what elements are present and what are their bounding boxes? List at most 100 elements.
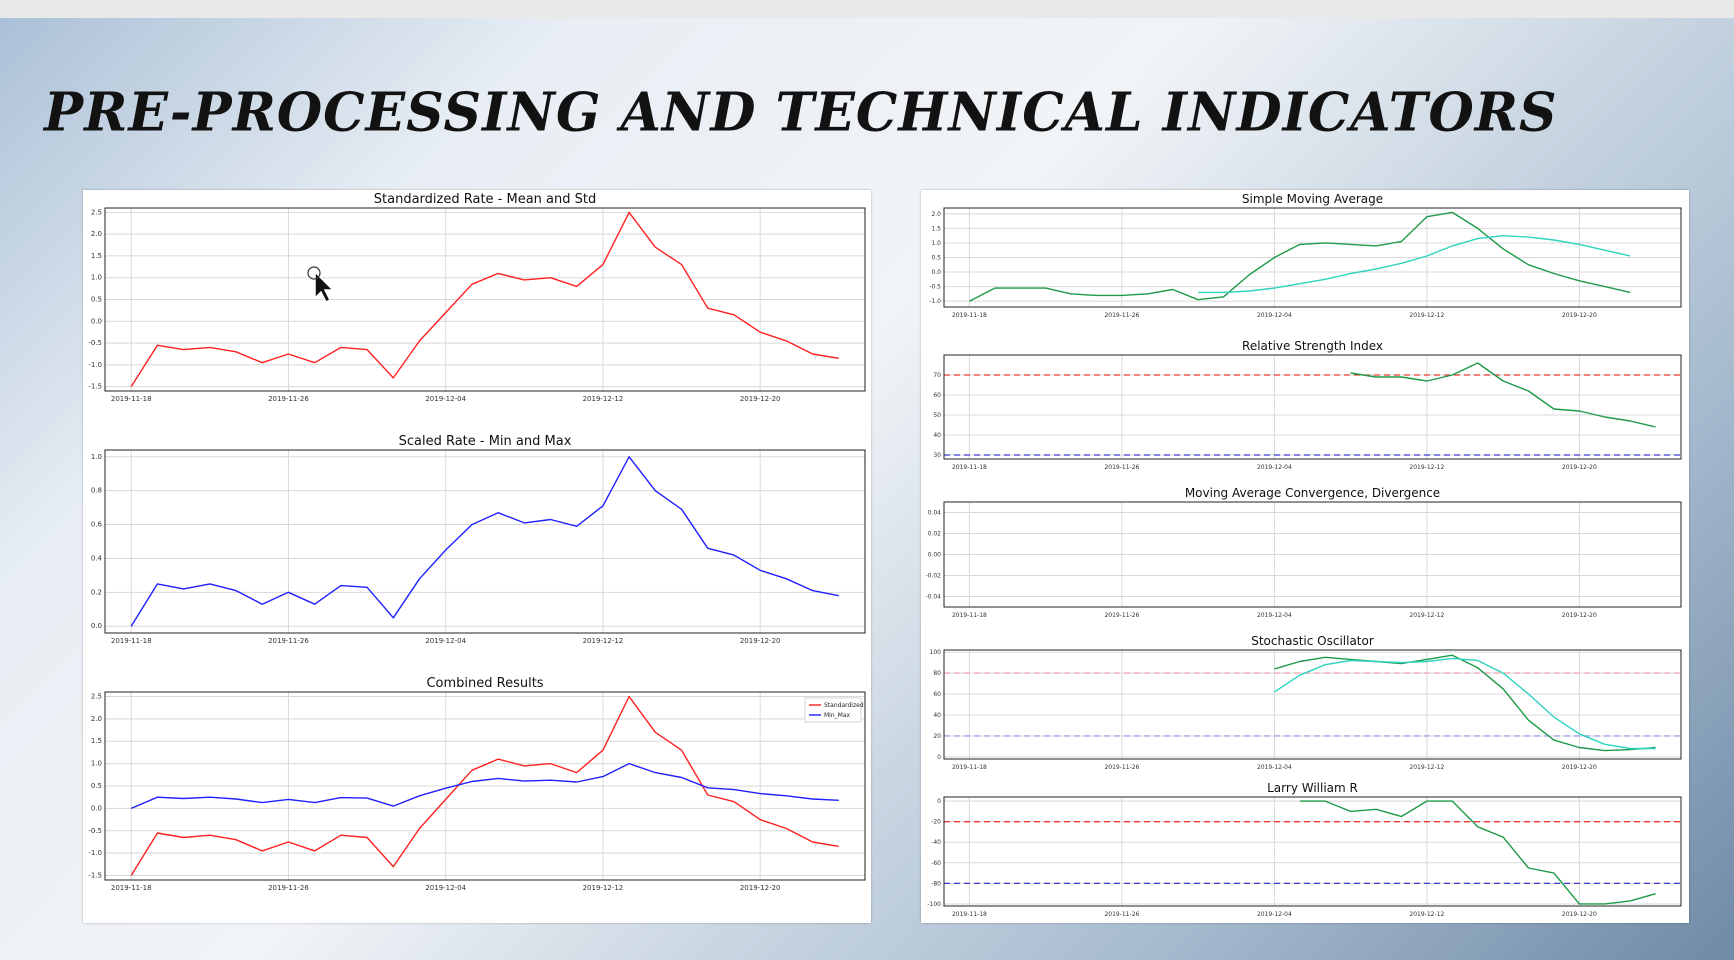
series-line-min-max (130, 762, 839, 810)
y-tick-label: 60 (933, 392, 941, 399)
y-tick-label: 0.0 (91, 317, 102, 325)
x-tick-label: 2019-11-18 (111, 884, 152, 892)
y-tick-label: -0.5 (88, 827, 102, 835)
chart-williams: Larry William R 2019-11-18 2019-11-26 2019-… (927, 781, 1682, 918)
x-tick-label: 2019-11-26 (268, 395, 309, 403)
y-tick-label: 0.04 (928, 510, 942, 517)
series-line-sma-long (1198, 235, 1631, 294)
chart-title: Simple Moving Average (1242, 192, 1383, 206)
legend-box (804, 697, 862, 723)
x-tick-label: 2019-12-12 (1409, 764, 1444, 771)
x-tick-label: 2019-11-26 (1104, 612, 1139, 619)
chart-macd: Moving Average Convergence, Divergence 20… (925, 486, 1682, 619)
series-line-standardized (130, 695, 839, 876)
series-line-standardized (130, 211, 839, 387)
x-tick-label: 2019-11-18 (952, 312, 987, 319)
legend-label: Min_Max (824, 712, 851, 719)
y-tick-label: 0 (937, 754, 941, 761)
x-tick-label: 2019-12-20 (1562, 312, 1597, 319)
x-tick-label: 2019-12-20 (740, 884, 781, 892)
plot-frame (104, 449, 866, 634)
series-line-sma-short (969, 211, 1631, 302)
y-tick-label: -1.5 (88, 872, 102, 880)
x-tick-label: 2019-11-26 (1104, 312, 1139, 319)
chart-title: Scaled Rate - Min and Max (399, 434, 572, 449)
x-tick-label: 2019-12-12 (583, 884, 624, 892)
y-tick-label: 1.5 (91, 252, 102, 260)
y-tick-label: -1.0 (88, 849, 102, 857)
x-tick-label: 2019-12-04 (1257, 612, 1292, 619)
y-tick-label: -20 (931, 819, 941, 826)
plot-frame (943, 796, 1682, 907)
y-tick-label: -60 (931, 860, 941, 867)
y-tick-label: -0.5 (88, 339, 102, 347)
y-tick-label: 1.5 (91, 737, 102, 745)
x-tick-label: 2019-11-26 (1104, 911, 1139, 918)
chart-sma: Simple Moving Average 2019-11-18 2019-11-2… (929, 192, 1682, 319)
y-tick-label: 2.0 (91, 230, 102, 238)
chart-title: Larry William R (1267, 781, 1358, 795)
chart-rsi: Relative Strength Index 2019-11-18 2019-11… (933, 339, 1682, 471)
y-tick-label: 0.02 (928, 531, 942, 538)
y-tick-label: 0.0 (91, 804, 102, 812)
y-tick-label: -1.0 (88, 361, 102, 369)
y-tick-label: 0.00 (928, 552, 942, 559)
x-tick-label: 2019-12-20 (1562, 911, 1597, 918)
chart-title: Relative Strength Index (1242, 339, 1383, 353)
series-line--d (1274, 657, 1656, 750)
x-tick-label: 2019-11-18 (952, 911, 987, 918)
x-tick-label: 2019-12-12 (1409, 612, 1444, 619)
y-tick-label: 30 (933, 452, 941, 459)
y-tick-label: 0 (937, 798, 941, 805)
series-line--k (1274, 654, 1656, 752)
x-tick-label: 2019-11-26 (268, 884, 309, 892)
y-tick-label: -1.0 (929, 298, 941, 305)
chart-title: Moving Average Convergence, Divergence (1185, 486, 1440, 500)
x-tick-label: 2019-12-20 (740, 637, 781, 645)
y-tick-label: 0.5 (91, 296, 102, 304)
plot-frame (104, 691, 866, 881)
y-tick-label: 2.0 (91, 715, 102, 723)
x-tick-label: 2019-12-20 (1562, 464, 1597, 471)
y-tick-label: -100 (927, 901, 941, 908)
x-tick-label: 2019-12-12 (583, 637, 624, 645)
x-tick-label: 2019-12-12 (1409, 911, 1444, 918)
y-tick-label: 0.5 (91, 782, 102, 790)
y-tick-label: -0.02 (925, 573, 941, 580)
x-tick-label: 2019-12-04 (425, 884, 466, 892)
window-top-bar (0, 0, 1734, 18)
y-tick-label: 40 (933, 432, 941, 439)
chart-scaled: Scaled Rate - Min and Max 2019-11-18 2019-… (91, 434, 866, 645)
y-tick-label: 40 (933, 712, 941, 719)
x-tick-label: 2019-11-26 (1104, 464, 1139, 471)
right-chart-panel: Simple Moving Average 2019-11-18 2019-11-2… (921, 190, 1689, 923)
x-tick-label: 2019-11-18 (952, 464, 987, 471)
y-tick-label: 20 (933, 733, 941, 740)
y-tick-label: 0.0 (931, 269, 941, 276)
plot-frame (943, 649, 1682, 760)
chart-title: Stochastic Oscillator (1251, 634, 1374, 648)
y-tick-label: 0.0 (91, 622, 102, 630)
y-tick-label: 0.2 (91, 588, 102, 596)
slide-title: PRE-PROCESSING AND TECHNICAL INDICATORS (44, 81, 1558, 144)
x-tick-label: 2019-11-26 (268, 637, 309, 645)
x-tick-label: 2019-12-20 (740, 395, 781, 403)
chart-title: Standardized Rate - Mean and Std (374, 192, 596, 207)
y-tick-label: -1.5 (88, 383, 102, 391)
x-tick-label: 2019-12-12 (1409, 464, 1444, 471)
left-chart-panel: Standardized Rate - Mean and Std 2019-11-… (83, 190, 871, 923)
chart-title: Combined Results (426, 676, 543, 691)
y-tick-label: -0.5 (929, 284, 941, 291)
x-tick-label: 2019-12-04 (425, 395, 466, 403)
left-charts-canvas: Standardized Rate - Mean and Std 2019-11-… (88, 192, 866, 892)
y-tick-label: 60 (933, 691, 941, 698)
plot-frame (943, 207, 1682, 308)
y-tick-label: 80 (933, 670, 941, 677)
y-tick-label: 1.0 (91, 760, 102, 768)
y-tick-label: 0.6 (91, 521, 103, 529)
y-tick-label: 100 (930, 649, 942, 656)
series-line-min-max (130, 456, 839, 627)
x-tick-label: 2019-11-26 (1104, 764, 1139, 771)
x-tick-label: 2019-11-18 (111, 395, 152, 403)
y-tick-label: 0.5 (931, 255, 941, 262)
